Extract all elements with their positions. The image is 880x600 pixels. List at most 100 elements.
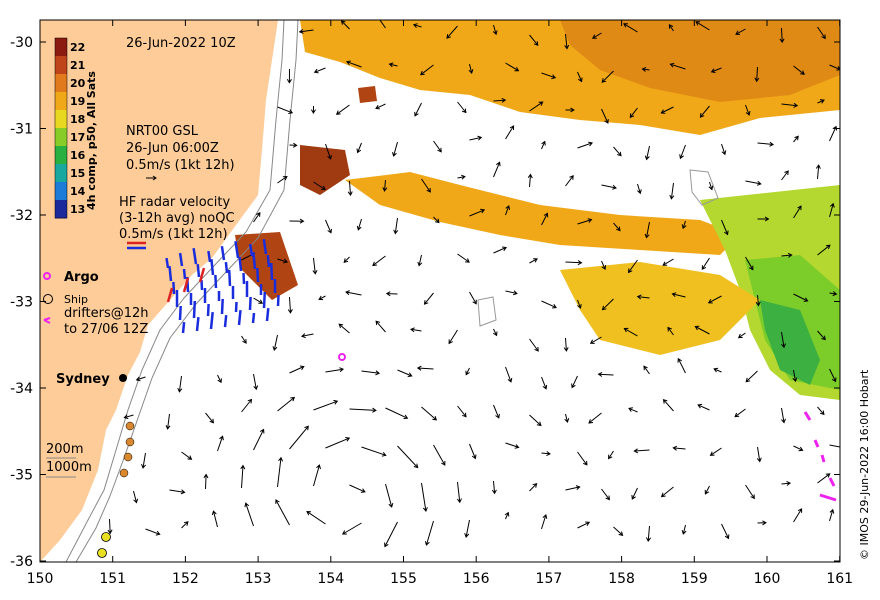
current-arrow — [643, 365, 650, 375]
island-outline-2 — [689, 169, 719, 206]
current-arrow — [457, 101, 467, 114]
current-arrow — [644, 145, 650, 161]
current-arrow — [361, 446, 387, 457]
current-arrow — [577, 451, 588, 466]
current-arrow — [325, 367, 345, 373]
current-arrow — [448, 329, 458, 345]
current-arrow — [181, 451, 193, 460]
current-arrow — [677, 357, 686, 374]
y-axis-ticks: -30 -31 -32 -33 -34 -35 -36 — [10, 35, 840, 570]
current-arrow — [613, 526, 624, 536]
date-label: 26-Jun-2022 10Z — [126, 36, 236, 51]
current-arrow — [601, 108, 609, 124]
current-arrow — [382, 179, 388, 192]
current-arrow — [829, 444, 840, 448]
current-arrow — [681, 220, 687, 230]
hf-radar-arrow — [251, 312, 256, 324]
current-arrow — [505, 125, 515, 140]
contour-200m-label: 200m — [46, 442, 83, 457]
colorbar-label: 14 — [70, 185, 86, 198]
current-arrow — [318, 295, 326, 301]
current-arrow — [417, 254, 423, 267]
ship-marker — [119, 468, 129, 478]
current-arrow — [468, 63, 474, 75]
current-arrow — [793, 445, 804, 452]
current-arrow — [613, 222, 621, 232]
current-arrow — [123, 414, 134, 420]
current-arrow — [565, 260, 583, 266]
current-arrow — [529, 338, 539, 352]
hf-radar-arrow — [207, 250, 212, 263]
current-arrow — [286, 68, 292, 84]
current-arrow — [597, 371, 614, 377]
sst-colorbar: 22 21 20 19 18 17 16 15 14 13 — [54, 37, 86, 219]
y-tick-label: -31 — [10, 122, 33, 138]
hf-radar-arrow — [238, 256, 243, 272]
current-arrow — [379, 20, 386, 29]
current-arrow — [433, 444, 446, 466]
current-arrow — [541, 212, 549, 226]
hf-radar-arrow-red — [198, 267, 206, 283]
contour-1000m-label: 1000m — [46, 460, 92, 475]
current-arrow — [253, 373, 259, 391]
current-arrow — [375, 103, 386, 110]
current-arrow — [385, 407, 409, 420]
current-arrow — [289, 365, 305, 374]
drifter-tracks — [803, 411, 837, 502]
current-arrow — [745, 256, 754, 271]
current-arrow — [412, 23, 422, 29]
hf-radar-arrows — [165, 239, 280, 334]
hf-radar-arrow — [276, 294, 280, 307]
current-arrow — [217, 374, 222, 384]
current-arrow — [541, 140, 546, 150]
sst-hot-shelf — [300, 145, 350, 195]
current-arrow — [641, 66, 650, 72]
current-arrow — [203, 473, 209, 490]
y-tick-label: -30 — [10, 35, 33, 51]
current-arrow — [781, 102, 799, 108]
current-arrow — [464, 519, 470, 538]
colorbar-label: 22 — [70, 41, 85, 54]
current-arrow — [757, 520, 767, 526]
current-arrow — [571, 375, 578, 389]
current-arrow — [397, 369, 413, 377]
current-arrow — [781, 480, 792, 486]
current-arrow — [240, 464, 246, 489]
x-tick-label: 158 — [608, 571, 635, 587]
colorbar-label: 16 — [70, 149, 86, 162]
hf-radar-arrow — [181, 321, 186, 334]
drifter-track-4 — [828, 477, 836, 487]
contour-200m-line — [65, 20, 285, 562]
x-tick-label: 161 — [826, 571, 853, 587]
drifter-legend-icon — [43, 317, 51, 324]
current-arrow — [356, 142, 362, 154]
current-arrow — [644, 221, 650, 239]
current-arrow — [277, 175, 288, 184]
current-arrow — [662, 398, 674, 412]
hf-radar-arrow — [265, 307, 270, 322]
city-label: Sydney — [56, 372, 110, 387]
colorbar-label: 15 — [70, 167, 85, 180]
x-tick-label: 159 — [681, 571, 708, 587]
current-arrow — [217, 435, 224, 452]
current-arrow — [313, 67, 326, 74]
colorbar-segment — [55, 38, 67, 57]
current-arrow — [241, 398, 253, 413]
current-arrow — [424, 520, 434, 546]
plot-frame — [39, 19, 841, 563]
hf-radar-arrow — [196, 263, 201, 278]
x-tick-label: 155 — [390, 571, 417, 587]
current-arrow — [662, 258, 674, 266]
current-arrow — [633, 448, 650, 454]
current-arrow — [349, 407, 377, 413]
current-arrow — [601, 298, 614, 311]
current-arrow — [793, 293, 809, 302]
hf-radar-arrow — [178, 305, 182, 321]
gsl-scale-arrow — [146, 175, 157, 181]
drifter-track-5 — [819, 493, 837, 502]
hf-radar-arrow — [242, 272, 246, 285]
colorbar-segment — [55, 128, 67, 147]
current-arrow — [529, 483, 538, 492]
current-arrow — [529, 258, 538, 264]
